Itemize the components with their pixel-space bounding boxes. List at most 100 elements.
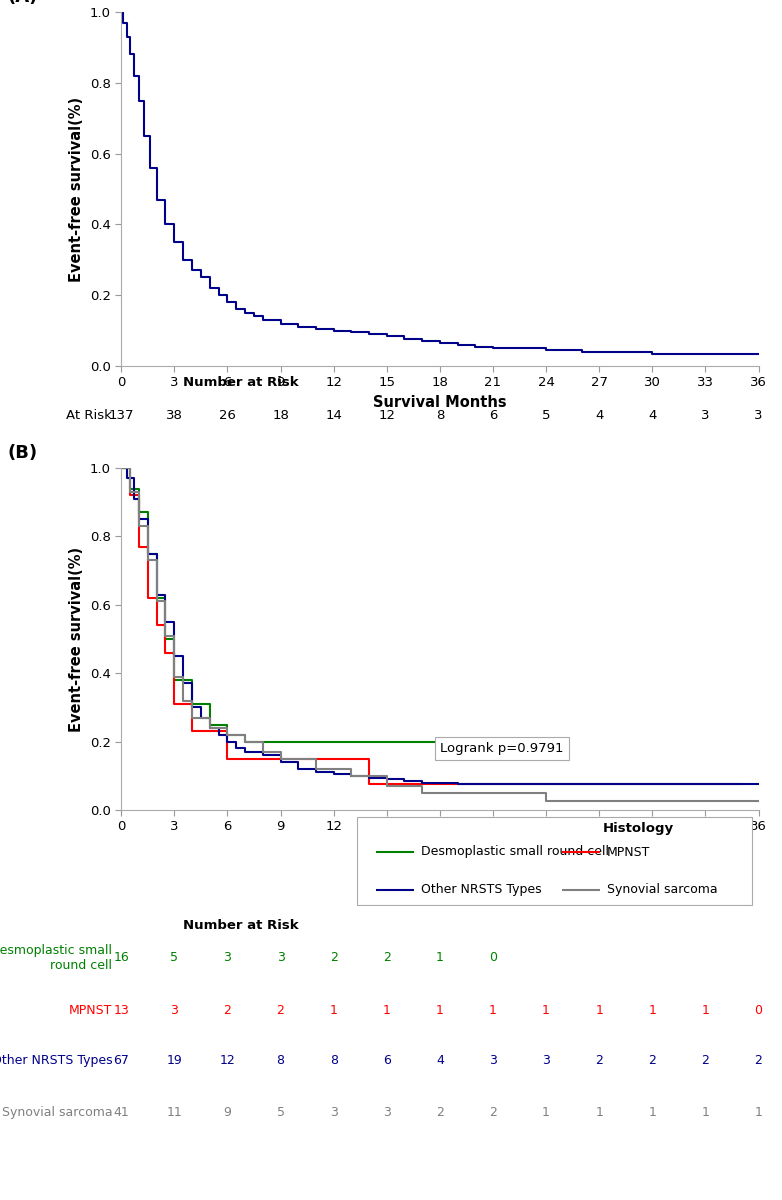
MPNST	[701, 776, 710, 791]
Desmoplastic small round cell	[170, 673, 179, 688]
Other NRSTS Types	[453, 778, 462, 792]
Desmoplastic small round cell	[135, 505, 144, 520]
Text: At Risk: At Risk	[66, 409, 113, 422]
Desmoplastic small round cell	[276, 734, 285, 749]
MPNST	[736, 776, 745, 791]
Text: 137: 137	[109, 409, 134, 422]
MPNST	[125, 461, 135, 475]
MPNST	[418, 776, 427, 791]
Line: Other NRSTS Types: Other NRSTS Types	[121, 468, 759, 785]
Text: Logrank p=0.9791: Logrank p=0.9791	[439, 742, 563, 755]
MPNST	[293, 751, 303, 766]
Desmoplastic small round cell	[435, 734, 444, 749]
Text: 41: 41	[113, 1106, 129, 1120]
Other NRSTS Types	[135, 492, 144, 506]
MPNST	[152, 590, 161, 605]
Desmoplastic small round cell	[188, 673, 197, 688]
Text: 2: 2	[755, 1054, 762, 1067]
MPNST	[647, 776, 657, 791]
Text: 1: 1	[755, 1106, 762, 1120]
MPNST	[143, 540, 152, 554]
Text: 8: 8	[436, 409, 444, 422]
MPNST	[311, 751, 321, 766]
Desmoplastic small round cell	[240, 727, 249, 742]
Text: 12: 12	[220, 1054, 235, 1067]
MPNST	[223, 751, 232, 766]
Text: 8: 8	[277, 1054, 285, 1067]
Text: 2: 2	[648, 1054, 656, 1067]
MPNST	[223, 724, 232, 738]
MPNST	[701, 776, 710, 791]
Text: 1: 1	[542, 1003, 550, 1016]
Desmoplastic small round cell	[205, 697, 214, 712]
Text: Synovial sarcoma: Synovial sarcoma	[607, 883, 717, 896]
Text: 1: 1	[436, 952, 444, 964]
Text: 4: 4	[436, 1054, 444, 1067]
Synovial sarcoma	[258, 745, 267, 760]
Desmoplastic small round cell	[223, 727, 232, 742]
Text: 4: 4	[648, 409, 657, 422]
Desmoplastic small round cell	[453, 734, 462, 749]
Text: 1: 1	[701, 1106, 709, 1120]
Text: Number at Risk: Number at Risk	[183, 376, 299, 389]
Text: 16: 16	[113, 952, 129, 964]
MPNST	[329, 751, 339, 766]
Text: 2: 2	[595, 1054, 603, 1067]
Text: Synovial sarcoma: Synovial sarcoma	[2, 1106, 113, 1120]
Synovial sarcoma	[125, 485, 135, 499]
Line: MPNST: MPNST	[121, 468, 741, 784]
Synovial sarcoma	[754, 794, 763, 809]
MPNST	[170, 697, 179, 712]
Text: 3: 3	[542, 1054, 550, 1067]
MPNST	[143, 590, 152, 605]
Desmoplastic small round cell	[382, 734, 392, 749]
Text: 2: 2	[489, 1106, 497, 1120]
Text: 1: 1	[648, 1003, 656, 1016]
Other NRSTS Types	[754, 778, 763, 792]
Other NRSTS Types	[754, 778, 763, 792]
X-axis label: Survival Months: Survival Months	[373, 839, 507, 854]
Text: Desmoplastic small
round cell: Desmoplastic small round cell	[0, 943, 113, 972]
MPNST	[135, 488, 144, 503]
Desmoplastic small round cell	[205, 718, 214, 732]
Text: 18: 18	[272, 409, 289, 422]
Text: 6: 6	[383, 1054, 391, 1067]
Text: 3: 3	[224, 952, 231, 964]
Desmoplastic small round cell	[170, 631, 179, 646]
Text: 3: 3	[170, 1003, 178, 1016]
MPNST	[382, 776, 392, 791]
Text: 1: 1	[648, 1106, 656, 1120]
Text: 3: 3	[330, 1106, 338, 1120]
Text: 2: 2	[436, 1106, 444, 1120]
Text: 14: 14	[325, 409, 342, 422]
Text: 5: 5	[277, 1106, 285, 1120]
Synovial sarcoma	[400, 779, 409, 793]
MPNST	[647, 776, 657, 791]
MPNST	[205, 724, 214, 738]
Other NRSTS Types	[170, 614, 179, 629]
Desmoplastic small round cell	[152, 546, 161, 560]
MPNST	[418, 776, 427, 791]
MPNST	[170, 646, 179, 660]
Desmoplastic small round cell	[382, 734, 392, 749]
MPNST	[435, 776, 444, 791]
MPNST	[506, 776, 515, 791]
Synovial sarcoma	[418, 779, 427, 793]
Text: 8: 8	[330, 1054, 338, 1067]
MPNST	[488, 776, 497, 791]
Text: (B): (B)	[8, 444, 38, 462]
Desmoplastic small round cell	[276, 734, 285, 749]
Other NRSTS Types	[214, 721, 224, 736]
Text: (A): (A)	[8, 0, 38, 6]
Synovial sarcoma	[541, 794, 551, 809]
MPNST	[258, 751, 267, 766]
Desmoplastic small round cell	[240, 734, 249, 749]
MPNST	[382, 776, 392, 791]
MPNST	[311, 751, 321, 766]
MPNST	[258, 751, 267, 766]
Text: 3: 3	[701, 409, 710, 422]
Text: 1: 1	[595, 1003, 603, 1016]
Text: 2: 2	[383, 952, 391, 964]
Text: 5: 5	[170, 952, 178, 964]
Text: MPNST: MPNST	[69, 1003, 113, 1016]
